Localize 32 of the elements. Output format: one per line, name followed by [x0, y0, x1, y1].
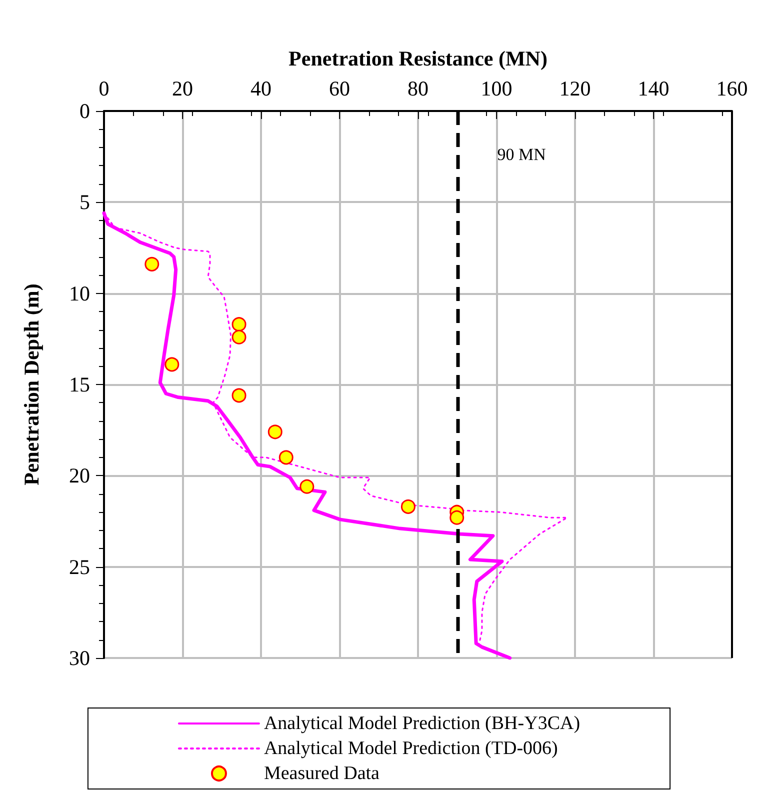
x-tick-label: 80 [408, 76, 428, 100]
point [232, 330, 246, 344]
point [400, 499, 416, 514]
x-tick-label: 60 [329, 76, 350, 100]
y-tick-label: 5 [80, 190, 90, 214]
point [232, 317, 246, 332]
legend-label: Measured Data [264, 763, 380, 784]
x-tick-label: 100 [480, 76, 512, 100]
y-axis-title: Penetration Depth (m) [20, 284, 44, 486]
x-tick-label: 0 [98, 76, 110, 100]
point [268, 424, 282, 440]
point [278, 450, 294, 465]
x-axis-title: Penetration Resistance (MN) [288, 46, 548, 70]
x-tick-label: 160 [716, 76, 748, 100]
point [450, 510, 464, 525]
x-tick-label: 140 [638, 76, 670, 100]
y-tick-label: 30 [69, 646, 90, 670]
point [164, 357, 180, 372]
x-tick-label: 20 [172, 76, 193, 100]
point [300, 479, 314, 494]
y-tick-label: 15 [69, 372, 90, 396]
ref-line-label: 90 MN [497, 145, 546, 164]
x-tick-label: 40 [250, 76, 272, 100]
x-tick-label: 120 [559, 76, 591, 100]
y-tick-label: 0 [80, 99, 90, 123]
y-tick-label: 10 [69, 281, 90, 306]
legend-label: Analytical Model Prediction (BH-Y3CA) [264, 713, 580, 734]
point [232, 388, 246, 403]
point [144, 256, 160, 272]
legend-label: Analytical Model Prediction (TD-006) [264, 738, 558, 759]
y-tick-label: 20 [69, 464, 90, 488]
y-tick-label: 25 [69, 554, 90, 579]
